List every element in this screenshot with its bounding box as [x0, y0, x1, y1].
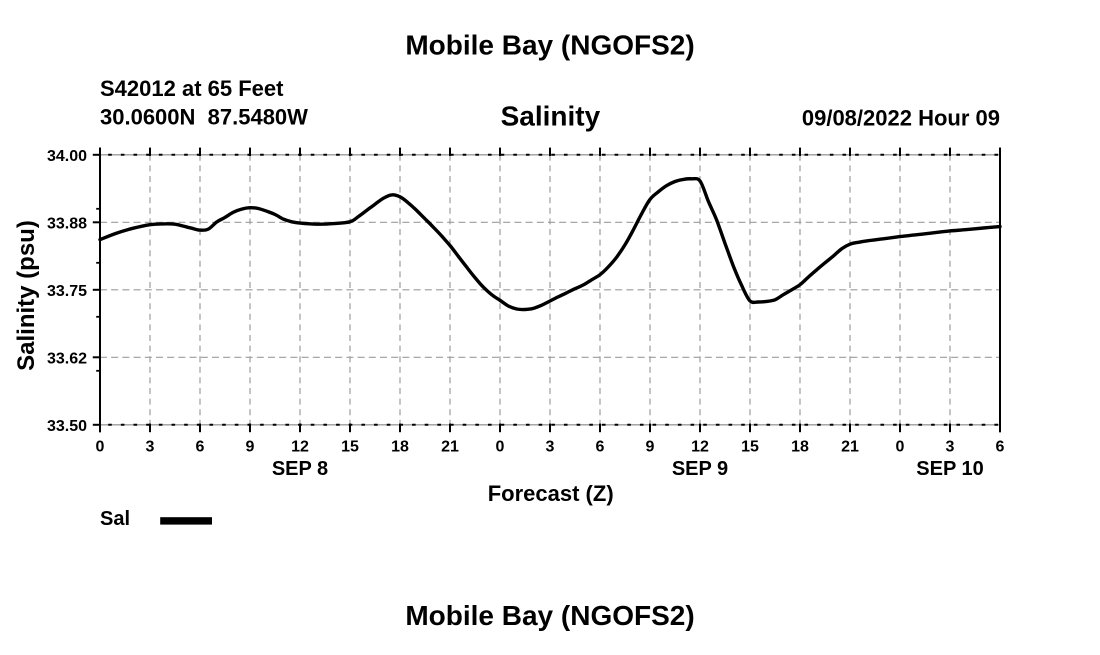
svg-text:15: 15 — [341, 438, 359, 455]
svg-text:S42012 at 65 Feet: S42012 at 65 Feet — [100, 76, 284, 101]
svg-text:33.75: 33.75 — [47, 283, 87, 300]
svg-text:SEP 10: SEP 10 — [916, 458, 983, 480]
svg-text:3: 3 — [546, 438, 555, 455]
svg-text:3: 3 — [946, 438, 955, 455]
svg-text:09/08/2022 Hour 09: 09/08/2022 Hour 09 — [802, 106, 1000, 131]
svg-text:21: 21 — [441, 438, 459, 455]
svg-text:18: 18 — [791, 438, 809, 455]
svg-text:6: 6 — [196, 438, 205, 455]
svg-text:6: 6 — [996, 438, 1005, 455]
svg-text:Mobile Bay (NGOFS2): Mobile Bay (NGOFS2) — [405, 600, 694, 631]
svg-text:3: 3 — [146, 438, 155, 455]
svg-text:34.00: 34.00 — [47, 148, 87, 165]
svg-text:12: 12 — [691, 438, 709, 455]
svg-text:0: 0 — [96, 438, 105, 455]
svg-text:0: 0 — [896, 438, 905, 455]
svg-text:SEP 9: SEP 9 — [672, 458, 728, 480]
svg-text:Salinity (psu): Salinity (psu) — [13, 220, 40, 371]
svg-text:18: 18 — [391, 438, 409, 455]
svg-text:SEP 8: SEP 8 — [272, 458, 328, 480]
svg-text:Mobile Bay (NGOFS2): Mobile Bay (NGOFS2) — [405, 30, 694, 61]
svg-text:30.0600N 87.5480W: 30.0600N 87.5480W — [100, 105, 308, 130]
svg-text:Salinity: Salinity — [501, 100, 601, 131]
svg-text:33.50: 33.50 — [47, 418, 87, 435]
svg-text:0: 0 — [496, 438, 505, 455]
svg-text:Sal: Sal — [100, 508, 130, 530]
svg-text:9: 9 — [246, 438, 255, 455]
svg-text:33.88: 33.88 — [47, 216, 87, 233]
svg-text:15: 15 — [741, 438, 759, 455]
svg-text:21: 21 — [841, 438, 859, 455]
svg-text:12: 12 — [291, 438, 309, 455]
svg-text:9: 9 — [646, 438, 655, 455]
svg-text:6: 6 — [596, 438, 605, 455]
svg-text:33.62: 33.62 — [47, 351, 87, 368]
svg-text:Forecast (Z): Forecast (Z) — [488, 481, 614, 506]
